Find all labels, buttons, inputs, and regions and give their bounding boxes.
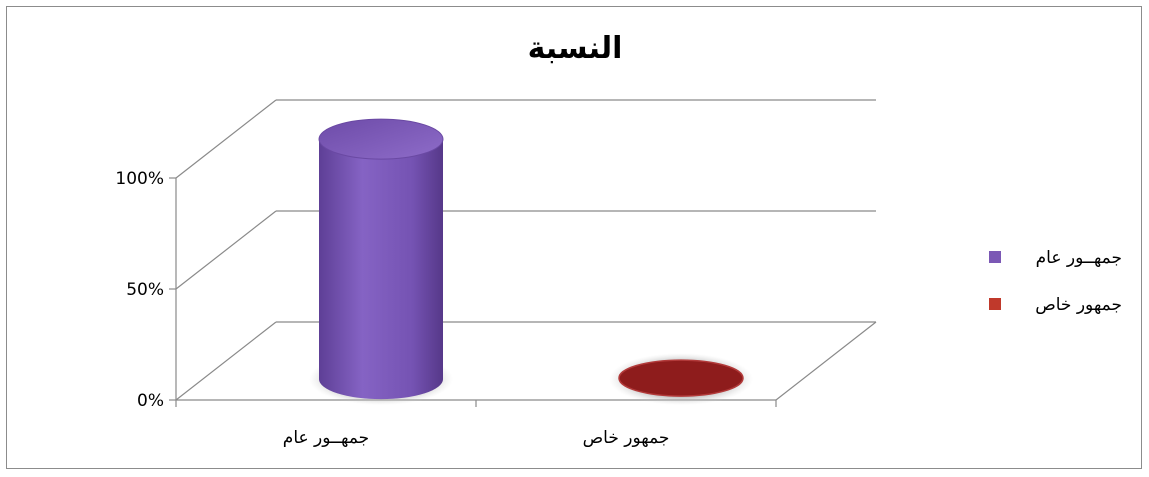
- floor-right-edge: [775, 321, 877, 401]
- legend-item: جمهــور عام: [989, 248, 1122, 268]
- bar-0: [309, 118, 453, 406]
- chart-frame: [6, 6, 1142, 469]
- bar-body: [319, 139, 443, 400]
- chart-title: النسبة: [528, 31, 623, 66]
- side-wall-bottom: [175, 321, 277, 401]
- y-tick-label: 50%: [126, 280, 164, 300]
- bar-top-cap: [318, 118, 444, 160]
- bars: [309, 118, 753, 406]
- legend-item: جمهور خاص: [989, 295, 1122, 315]
- side-wall-top: [175, 99, 277, 179]
- legend: جمهــور عام جمهور خاص: [989, 248, 1122, 315]
- y-tick-label: 100%: [115, 169, 164, 189]
- y-tick-labels: 0% 50% 100%: [115, 169, 164, 411]
- bar-1: [609, 353, 753, 406]
- y-tick-label: 0%: [137, 391, 164, 411]
- legend-swatch: [989, 251, 1001, 263]
- legend-label: جمهــور عام: [1036, 248, 1122, 268]
- legend-swatch: [989, 298, 1001, 310]
- x-tick-label: جمهور خاص: [583, 428, 670, 448]
- side-wall-mid: [175, 210, 277, 290]
- x-tick-label: جمهــور عام: [283, 428, 369, 448]
- bar-flat-disc: [618, 359, 744, 397]
- legend-label: جمهور خاص: [1035, 295, 1122, 315]
- axes: [169, 99, 877, 407]
- x-tick-labels: جمهــور عام جمهور خاص: [283, 428, 670, 448]
